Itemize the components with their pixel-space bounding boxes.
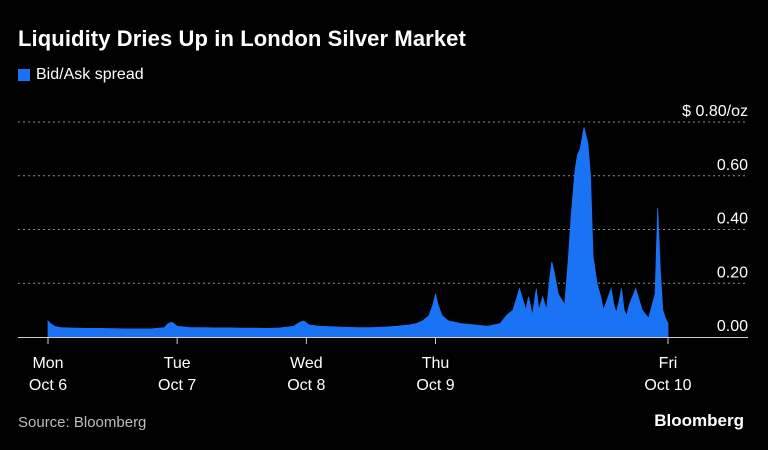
x-tick-label-date: Oct 6: [29, 377, 67, 394]
x-tick-label-date: Oct 7: [158, 377, 196, 394]
y-tick-label: $ 0.80/oz: [682, 103, 748, 120]
y-tick-label: 0.20: [717, 264, 748, 281]
chart-legend: Bid/Ask spread: [18, 66, 144, 84]
grid-lines: [18, 121, 748, 284]
legend-label: Bid/Ask spread: [36, 66, 144, 83]
y-axis-ticks: $ 0.80/oz 0.60 0.40 0.20 0.00: [682, 103, 748, 335]
x-axis-ticks: Mon Oct 6 Tue Oct 7 Wed Oct 8 Thu Oct 9 Fri Oct 1…: [29, 337, 692, 394]
source-note: Source: Bloomberg: [18, 414, 147, 431]
series-area-group: [47, 127, 669, 338]
x-tick-label-day: Mon: [32, 355, 63, 372]
y-tick-label: 0.40: [717, 211, 748, 228]
y-tick-label: 0.00: [717, 318, 748, 335]
y-tick-label: 0.60: [717, 157, 748, 174]
x-tick-label-day: Wed: [290, 355, 323, 372]
x-tick-label-day: Tue: [164, 355, 191, 372]
x-tick-label-day: Thu: [422, 355, 450, 372]
bloomberg-logo: Bloomberg: [654, 411, 744, 430]
x-tick-label-date: Oct 9: [416, 377, 454, 394]
x-tick-label-date: Oct 8: [287, 377, 325, 394]
chart-title: Liquidity Dries Up in London Silver Mark…: [18, 26, 466, 51]
series-area-bid-ask-spread: [47, 127, 669, 338]
x-tick-label-day: Fri: [659, 355, 678, 372]
x-tick-label-date: Oct 10: [644, 377, 691, 394]
legend-swatch: [18, 69, 30, 81]
